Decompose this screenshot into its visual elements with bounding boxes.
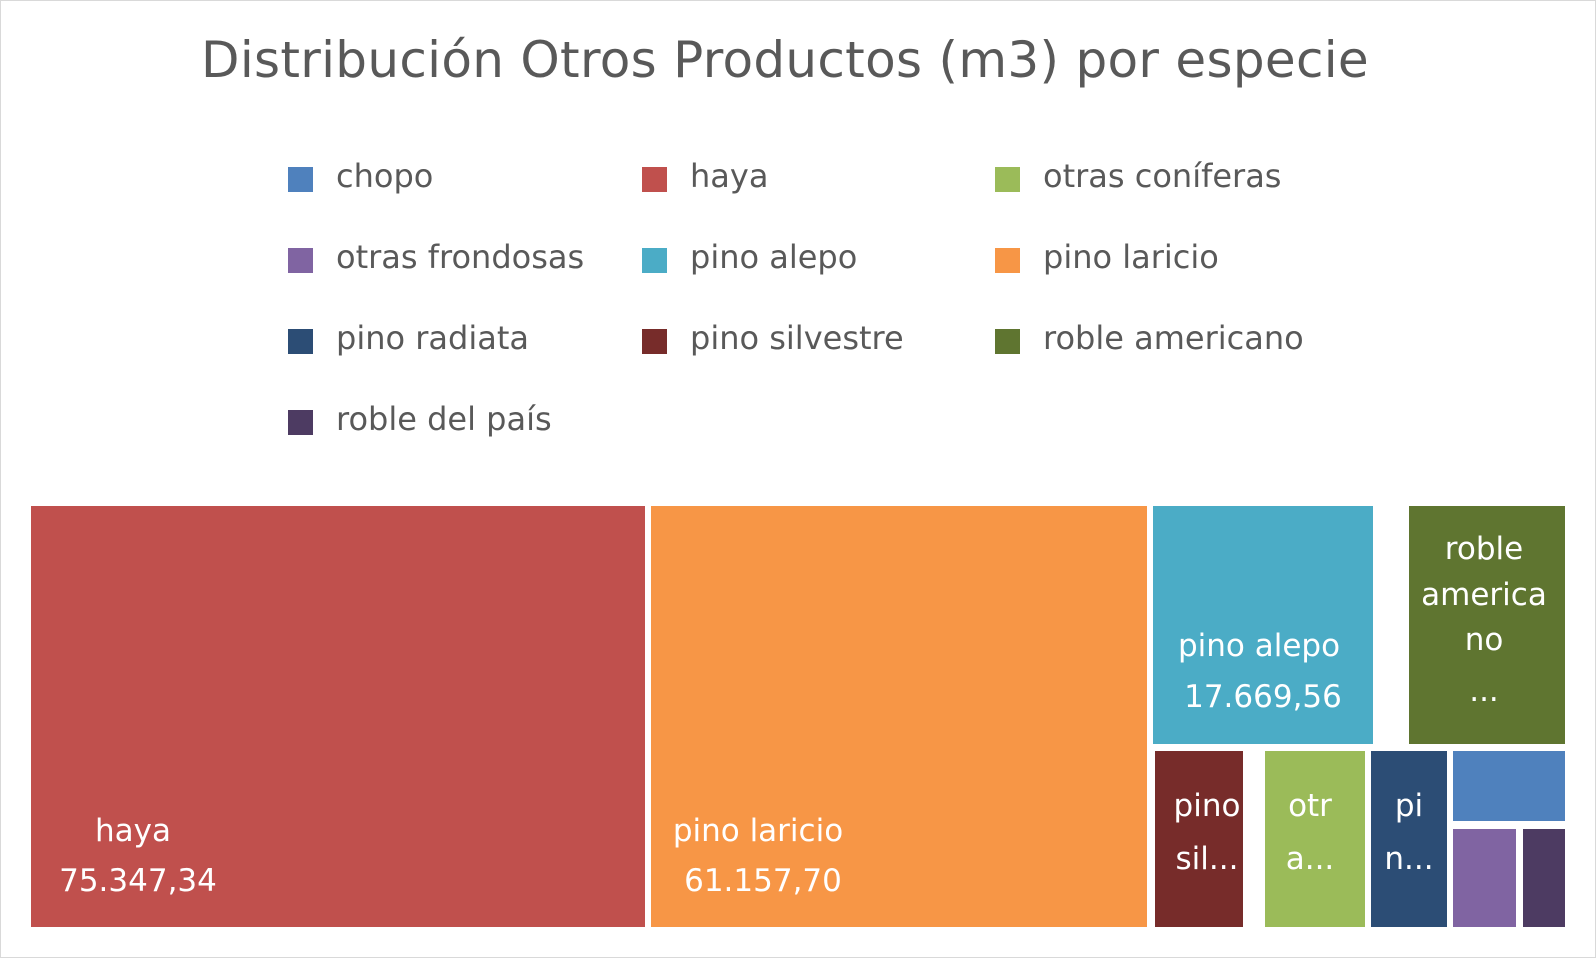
legend-label-roble-del-pais: roble del país	[336, 400, 552, 438]
tile-rect-chopo	[1453, 751, 1565, 821]
tile-label-roble-americano-2: no	[1465, 622, 1504, 658]
tile-label-pino-radiata-1: n...	[1384, 841, 1433, 877]
tile-label-haya-1: 75.347,34	[59, 863, 217, 899]
legend-swatch-pino-alepo	[642, 248, 667, 273]
legend-label-pino-laricio: pino laricio	[1043, 238, 1219, 276]
legend-swatch-roble-del-pais	[288, 410, 313, 435]
legend-label-pino-radiata: pino radiata	[336, 319, 529, 357]
legend-swatch-roble-americano	[995, 329, 1020, 354]
tile-otras-frondosas	[1453, 829, 1516, 927]
legend-label-otras-frondosas: otras frondosas	[336, 238, 585, 276]
legend-swatch-pino-silvestre	[642, 329, 667, 354]
tile-pino-alepo: pino alepo 17.669,56	[1153, 506, 1373, 744]
tile-label-otras-coniferas-0: otr	[1288, 788, 1332, 824]
legend-label-pino-alepo: pino alepo	[690, 238, 858, 276]
legend-label-pino-silvestre: pino silvestre	[690, 319, 904, 357]
tile-pino-laricio: pino laricio 61.157,70	[651, 506, 1147, 927]
tile-label-pino-silvestre-0: pino	[1174, 788, 1241, 824]
tile-label-roble-americano-3: ...	[1469, 673, 1499, 709]
tile-rect-roble-del-pais	[1523, 829, 1565, 927]
legend-label-roble-americano: roble americano	[1043, 319, 1304, 357]
tile-label-pino-silvestre-1: sil...	[1176, 841, 1239, 877]
tile-rect-pino-laricio	[651, 506, 1147, 927]
tile-roble-del-pais	[1523, 829, 1565, 927]
tile-rect-roble-americano	[1409, 506, 1565, 744]
tile-label-otras-coniferas-1: a...	[1286, 841, 1335, 877]
tile-haya: haya 75.347,34	[31, 506, 645, 927]
tile-rect-pino-radiata	[1371, 751, 1447, 927]
tile-rect-pino-silvestre	[1155, 751, 1243, 927]
tile-label-pino-alepo-0: pino alepo	[1178, 628, 1340, 664]
legend-label-chopo: chopo	[336, 157, 434, 195]
legend-swatch-chopo	[288, 167, 313, 192]
tile-rect-haya	[31, 506, 645, 927]
chart-title: Distribución Otros Productos (m3) por es…	[201, 31, 1369, 89]
legend-swatch-otras-coniferas	[995, 167, 1020, 192]
legend-swatch-pino-radiata	[288, 329, 313, 354]
tile-pino-radiata: pi n...	[1371, 751, 1447, 927]
legend-label-otras-coniferas: otras coníferas	[1043, 157, 1282, 195]
tile-rect-pino-alepo	[1153, 506, 1373, 744]
tile-label-roble-americano-1: america	[1421, 577, 1547, 613]
tile-label-pino-laricio-0: pino laricio	[673, 813, 843, 849]
legend-label-haya: haya	[690, 157, 769, 195]
tile-label-pino-alepo-1: 17.669,56	[1184, 679, 1342, 715]
tile-otras-coniferas: otr a...	[1265, 751, 1365, 927]
tile-label-pino-laricio-1: 61.157,70	[684, 863, 842, 899]
tile-chopo	[1453, 751, 1565, 821]
tile-rect-otras-coniferas	[1265, 751, 1365, 927]
legend-swatch-otras-frondosas	[288, 248, 313, 273]
legend-swatch-haya	[642, 167, 667, 192]
tile-rect-otras-frondosas	[1453, 829, 1516, 927]
tile-label-haya-0: haya	[95, 813, 171, 849]
tile-label-pino-radiata-0: pi	[1395, 788, 1423, 824]
legend-swatch-pino-laricio	[995, 248, 1020, 273]
tile-label-roble-americano-0: roble	[1445, 531, 1523, 567]
tile-pino-silvestre: pino sil...	[1155, 751, 1243, 927]
tile-roble-americano: roble america no...	[1409, 506, 1565, 744]
